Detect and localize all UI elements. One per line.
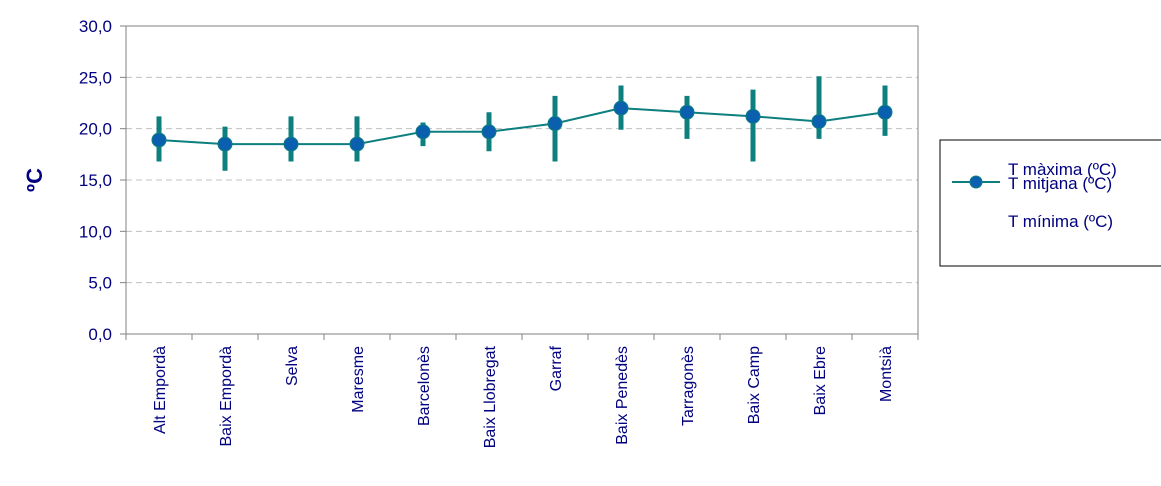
mean-point — [151, 132, 167, 148]
x-tick-label: Garraf — [548, 345, 565, 391]
x-tick-label: Baix Ebre — [812, 346, 829, 415]
mean-point — [679, 104, 695, 120]
x-tick-label: Baix Llobregat — [482, 345, 499, 448]
mean-point — [877, 104, 893, 120]
y-tick-label: 30,0 — [79, 17, 112, 36]
legend-mean-marker-sample — [969, 175, 983, 189]
gridlines — [126, 76, 918, 284]
min-max-ranges — [156, 76, 888, 171]
mean-point — [547, 116, 563, 132]
x-tick-label: Alt Empordà — [152, 346, 169, 434]
legend-item-mean: T mitjana (ºC) — [1008, 174, 1112, 193]
mean-point — [349, 136, 365, 152]
x-tick-label: Baix Camp — [746, 346, 763, 424]
legend-frame — [939, 139, 1161, 267]
y-tick-label: 20,0 — [79, 120, 112, 139]
y-axis-label: ºC — [22, 168, 47, 192]
y-tick-label: 5,0 — [88, 274, 112, 293]
legend-item-min: T mínima (ºC) — [1008, 212, 1113, 231]
mean-point — [283, 136, 299, 152]
mean-point — [745, 108, 761, 124]
y-tick-label: 25,0 — [79, 68, 112, 87]
y-tick-label: 0,0 — [88, 325, 112, 344]
x-tick-label: Tarragonès — [680, 346, 697, 426]
y-tick-label: 15,0 — [79, 171, 112, 190]
y-axis-ticks: 0,0 5,0 10,0 15,0 20,0 25,0 30,0 — [79, 17, 126, 344]
x-tick-label: Montsià — [878, 346, 895, 402]
y-tick-label: 10,0 — [79, 222, 112, 241]
mean-series-line — [158, 107, 886, 146]
mean-point — [217, 136, 233, 152]
legend: T màxima (ºC) T mitjana (ºC) T mínima (º… — [939, 139, 1161, 267]
x-tick-label: Baix Penedès — [614, 346, 631, 445]
mean-point — [481, 124, 497, 140]
x-tick-label: Baix Empordà — [218, 346, 235, 447]
mean-point — [415, 124, 431, 140]
mean-line — [158, 107, 886, 146]
x-tick-label: Selva — [284, 346, 301, 386]
x-tick-label: Barcelonès — [416, 346, 433, 426]
x-tick-label: Maresme — [350, 346, 367, 413]
mean-point — [811, 113, 827, 129]
mean-series-markers — [151, 100, 893, 152]
mean-point — [613, 100, 629, 116]
legend-item-max: T màxima (ºC) — [1008, 160, 1117, 179]
x-axis-ticks: Alt Empordà Baix Empordà Selva Maresme Barce… — [125, 334, 919, 448]
